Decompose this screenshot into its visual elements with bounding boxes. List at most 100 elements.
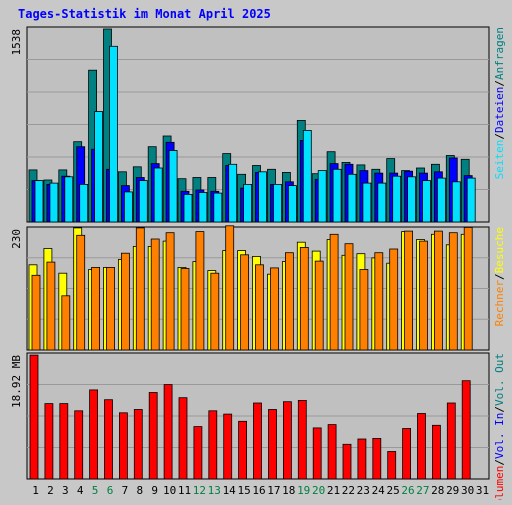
legend-entry: Anfragen xyxy=(493,27,506,80)
bar-top-seiten-day-29 xyxy=(451,181,461,223)
bar-top-seiten-day-18 xyxy=(287,185,297,223)
bar-middle-rechner-day-4 xyxy=(76,234,86,351)
bar-top-seiten-day-13 xyxy=(213,192,223,223)
bar-bottom-volumen-day-9 xyxy=(148,392,158,480)
bar-top-seiten-day-26 xyxy=(407,176,417,223)
bar-top-seiten-day-27 xyxy=(422,180,431,223)
bar-middle-rechner-day-23 xyxy=(359,269,369,351)
bar-top-seiten-day-15 xyxy=(243,183,253,223)
legend-entry: Vol. Out xyxy=(493,353,506,406)
bar-bottom-volumen-day-23 xyxy=(357,438,367,480)
bar-bottom-volumen-day-10 xyxy=(163,384,173,480)
bar-bottom-volumen-day-19 xyxy=(297,399,307,480)
x-tick-label-day-5: 5 xyxy=(92,484,99,497)
x-tick-label-day-31: 31 xyxy=(476,484,489,497)
bar-middle-rechner-day-22 xyxy=(344,243,354,351)
x-tick-label-day-9: 9 xyxy=(151,484,158,497)
bar-top-seiten-day-16 xyxy=(258,171,267,223)
x-tick-label-day-29: 29 xyxy=(446,484,459,497)
y-max-label-top: 1538 xyxy=(10,29,23,56)
bar-middle-rechner-day-11 xyxy=(180,268,190,351)
bar-bottom-volumen-day-11 xyxy=(178,397,188,480)
bar-top-seiten-day-30 xyxy=(466,177,476,223)
bar-bottom-volumen-day-3 xyxy=(59,403,69,480)
x-tick-label-day-12: 12 xyxy=(193,484,206,497)
bar-bottom-volumen-day-25 xyxy=(387,451,397,480)
x-tick-label-day-22: 22 xyxy=(342,484,355,497)
bar-bottom-volumen-day-24 xyxy=(372,437,382,480)
bar-bottom-volumen-day-28 xyxy=(431,424,441,480)
legend-entry: Rechner xyxy=(493,280,506,327)
bar-middle-rechner-day-29 xyxy=(448,232,458,351)
bar-middle-rechner-day-18 xyxy=(284,252,294,351)
bar-top-seiten-day-14 xyxy=(228,163,238,223)
bar-top-seiten-day-20 xyxy=(317,170,327,223)
bar-middle-rechner-day-9 xyxy=(150,238,160,351)
x-tick-label-day-19: 19 xyxy=(297,484,310,497)
bar-bottom-volumen-day-2 xyxy=(44,403,54,480)
bar-middle-rechner-day-2 xyxy=(46,261,56,351)
bar-top-seiten-day-3 xyxy=(64,176,74,223)
bar-top-seiten-day-1 xyxy=(34,180,44,223)
x-tick-label-day-16: 16 xyxy=(252,484,265,497)
bar-bottom-volumen-day-26 xyxy=(402,428,412,480)
bar-top-seiten-day-7 xyxy=(124,191,133,223)
bar-top-seiten-day-11 xyxy=(183,193,193,223)
bar-middle-rechner-day-19 xyxy=(299,246,309,351)
bar-bottom-volumen-day-18 xyxy=(282,401,292,480)
x-tick-label-day-30: 30 xyxy=(461,484,474,497)
bar-middle-rechner-day-1 xyxy=(31,274,41,351)
bar-middle-rechner-day-24 xyxy=(374,252,384,351)
bar-top-seiten-day-19 xyxy=(302,129,312,223)
bar-top-seiten-day-24 xyxy=(377,182,387,223)
x-tick-label-day-8: 8 xyxy=(136,484,143,497)
bar-middle-rechner-day-26 xyxy=(404,230,414,351)
legend-middle: Rechner/Besuche xyxy=(493,227,506,326)
bar-top-seiten-day-2 xyxy=(49,182,59,223)
bar-top-seiten-day-25 xyxy=(392,175,402,223)
bar-bottom-volumen-day-6 xyxy=(104,399,113,480)
x-tick-label-day-13: 13 xyxy=(208,484,221,497)
x-tick-label-day-15: 15 xyxy=(237,484,250,497)
chart-title: Tages-Statistik im Monat April 2025 xyxy=(18,7,271,21)
bar-top-seiten-day-22 xyxy=(347,173,357,223)
bar-top-seiten-day-5 xyxy=(94,111,103,223)
x-tick-label-day-3: 3 xyxy=(62,484,69,497)
bar-top-seiten-day-12 xyxy=(198,192,208,223)
legend-entry: Seiten xyxy=(493,140,506,180)
bar-top-seiten-day-28 xyxy=(436,177,446,223)
legend-entry: Besuche xyxy=(493,227,506,273)
x-tick-label-day-28: 28 xyxy=(431,484,444,497)
x-tick-label-day-4: 4 xyxy=(77,484,84,497)
bar-top-seiten-day-4 xyxy=(79,183,89,223)
x-tick-label-day-17: 17 xyxy=(267,484,280,497)
legend-entry: / xyxy=(493,459,506,466)
legend-entry: / xyxy=(493,406,506,413)
bar-middle-rechner-day-21 xyxy=(329,233,339,351)
bar-bottom-volumen-day-1 xyxy=(29,354,39,480)
bar-middle-rechner-day-12 xyxy=(195,231,205,351)
bar-bottom-volumen-day-5 xyxy=(89,389,98,480)
x-tick-label-day-20: 20 xyxy=(312,484,325,497)
bar-middle-rechner-day-25 xyxy=(389,248,399,351)
legend-entry: Vol. In xyxy=(493,413,506,459)
bar-bottom-volumen-day-14 xyxy=(223,413,233,480)
bar-bottom-volumen-day-29 xyxy=(446,402,456,480)
bar-bottom-volumen-day-27 xyxy=(417,413,426,480)
bar-bottom-volumen-day-15 xyxy=(238,420,248,480)
bar-top-seiten-day-10 xyxy=(168,150,178,223)
bar-bottom-volumen-day-7 xyxy=(119,412,128,480)
x-tick-label-day-26: 26 xyxy=(401,484,414,497)
bar-middle-rechner-day-3 xyxy=(61,295,71,351)
x-tick-label-day-10: 10 xyxy=(163,484,176,497)
bar-top-seiten-day-23 xyxy=(362,182,372,223)
x-tick-label-day-21: 21 xyxy=(327,484,340,497)
x-tick-label-day-2: 2 xyxy=(47,484,54,497)
legend-entry: / xyxy=(493,80,506,87)
bar-middle-rechner-day-30 xyxy=(463,226,473,351)
bar-middle-rechner-day-14 xyxy=(225,225,235,351)
legend-entry: / xyxy=(493,273,506,280)
